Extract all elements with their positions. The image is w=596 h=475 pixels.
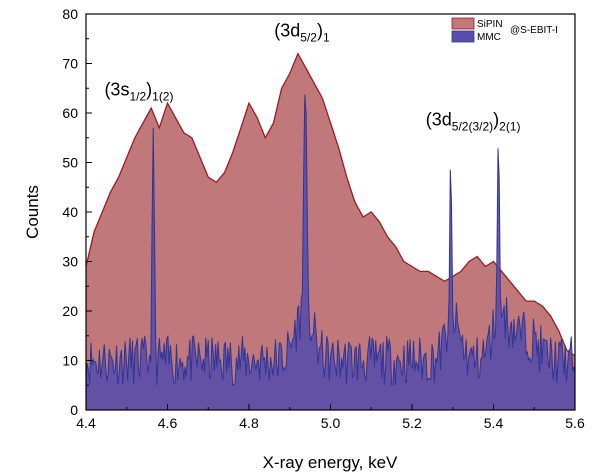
legend-suffix: @S-EBIT-I xyxy=(510,25,558,36)
legend-swatch-sipin xyxy=(451,17,475,30)
x-tick-label: 5.6 xyxy=(565,415,585,431)
y-tick-label: 40 xyxy=(62,204,78,220)
legend: SiPIN MMC @S-EBIT-I xyxy=(451,17,558,43)
y-tick-label: 60 xyxy=(62,105,78,121)
sipin-line xyxy=(86,52,575,357)
annotation-sub2: 1(2) xyxy=(152,90,173,104)
annotation-sub1: 5/2(3/2) xyxy=(452,119,493,133)
annotation-sub1: 1/2 xyxy=(129,90,146,104)
x-tick-label: 5.4 xyxy=(484,415,504,431)
y-tick-label: 80 xyxy=(62,6,78,22)
y-tick-label: 10 xyxy=(62,353,78,369)
peak-annotations: (3s1/2)1(2)(3d5/2)1(3d5/2(3/2))2(1) xyxy=(104,20,520,133)
x-tick-label: 5.2 xyxy=(402,415,422,431)
y-tick-label: 30 xyxy=(62,254,78,270)
y-axis-ticks: 0 10 20 30 40 50 60 70 80 xyxy=(62,6,92,418)
x-axis-ticks: 4.4 4.6 4.8 5.0 5.2 5.4 5.6 xyxy=(76,404,585,431)
legend-label-mmc: MMC xyxy=(477,32,501,43)
peak-annotation: (3d5/2(3/2))2(1) xyxy=(426,109,521,133)
annotation-tail: ) xyxy=(493,109,499,129)
peak-annotation: (3s1/2)1(2) xyxy=(104,80,173,104)
x-tick-label: 4.6 xyxy=(158,415,178,431)
annotation-main: (3d xyxy=(426,109,452,129)
legend-swatch-mmc xyxy=(451,30,475,43)
peak-annotation: (3d5/2)1 xyxy=(274,20,330,44)
y-tick-label: 70 xyxy=(62,56,78,72)
y-tick-label: 0 xyxy=(70,402,78,418)
x-tick-label: 4.4 xyxy=(76,415,96,431)
annotation-main: (3d xyxy=(274,20,300,40)
x-tick-label: 4.8 xyxy=(239,415,259,431)
annotation-sub1: 5/2 xyxy=(300,30,317,44)
y-tick-label: 50 xyxy=(62,155,78,171)
y-tick-label: 20 xyxy=(62,303,78,319)
x-axis-title: X-ray energy, keV xyxy=(263,453,398,472)
mmc-line xyxy=(86,94,575,387)
annotation-sub2: 1 xyxy=(323,30,330,44)
mmc-area xyxy=(86,94,575,410)
x-tick-label: 5.0 xyxy=(321,415,341,431)
legend-label-sipin: SiPIN xyxy=(477,19,503,30)
annotation-tail: ) xyxy=(317,20,323,40)
plot-area xyxy=(86,52,575,410)
annotation-main: (3s xyxy=(104,80,129,100)
y-axis-title: Counts xyxy=(23,185,42,239)
annotation-sub2: 2(1) xyxy=(499,119,520,133)
annotation-tail: ) xyxy=(146,80,152,100)
